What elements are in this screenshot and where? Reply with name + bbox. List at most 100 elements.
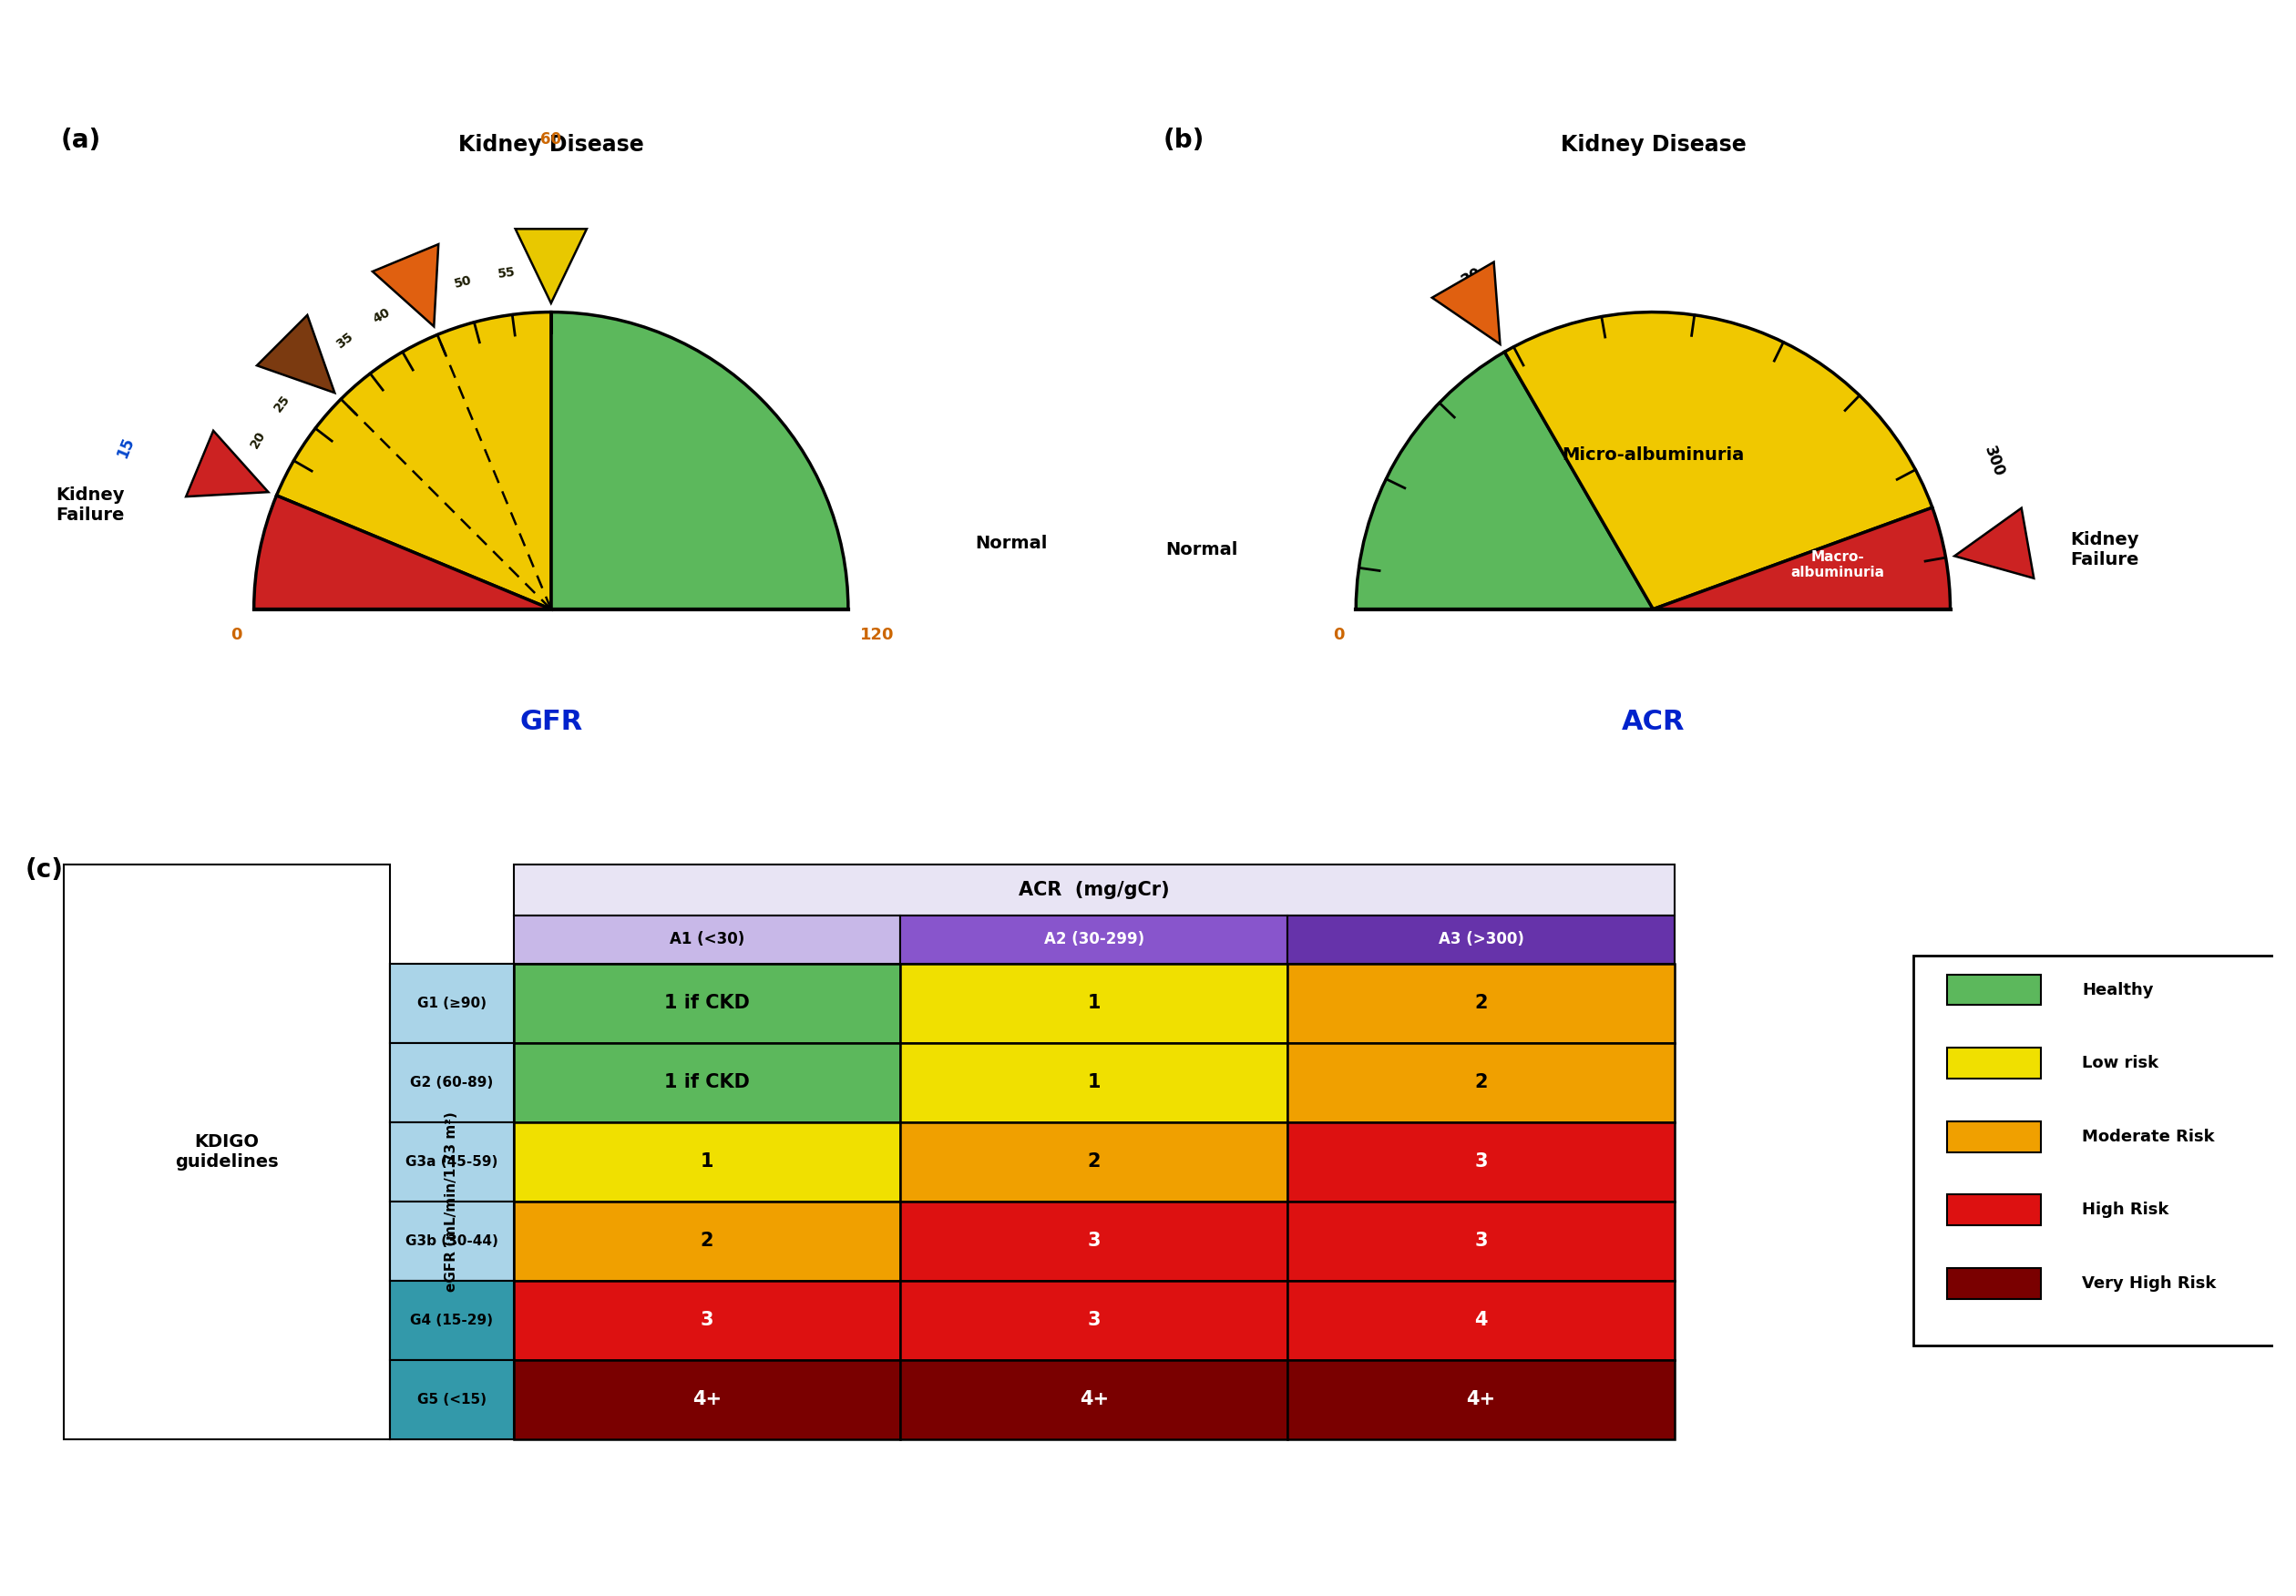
Text: (b): (b)	[1162, 128, 1203, 153]
Text: 55: 55	[498, 267, 517, 281]
Text: eGFR (mL/min/1.73 m²): eGFR (mL/min/1.73 m²)	[445, 1111, 459, 1291]
Text: 1 if CKD: 1 if CKD	[664, 994, 751, 1012]
Text: High Risk: High Risk	[2082, 1202, 2170, 1218]
Text: ACR: ACR	[1621, 709, 1685, 736]
Text: Kidney
Failure: Kidney Failure	[2071, 531, 2140, 568]
Bar	[900, 1122, 1288, 1202]
Bar	[1288, 1280, 1674, 1360]
Wedge shape	[1653, 508, 1949, 610]
Text: 3: 3	[1474, 1232, 1488, 1250]
Bar	[1947, 1267, 2041, 1299]
Bar	[1947, 1047, 2041, 1079]
Text: Kidney Disease: Kidney Disease	[1561, 134, 1745, 156]
Text: 4+: 4+	[693, 1390, 721, 1409]
Text: Macro-
albuminuria: Macro- albuminuria	[1791, 551, 1885, 579]
Text: (c): (c)	[25, 857, 64, 883]
Bar	[1288, 916, 1674, 964]
Text: G1 (≥90): G1 (≥90)	[418, 996, 487, 1010]
Text: 60: 60	[540, 131, 563, 148]
Bar	[390, 1122, 514, 1202]
Text: 2: 2	[1474, 1073, 1488, 1092]
Bar	[64, 863, 390, 1440]
Polygon shape	[257, 314, 335, 393]
Bar	[514, 1122, 900, 1202]
Text: 15: 15	[115, 436, 138, 461]
Bar	[514, 1360, 900, 1440]
Text: 20: 20	[248, 429, 269, 450]
Bar	[1288, 1122, 1674, 1202]
Text: 0: 0	[1332, 627, 1343, 643]
Bar	[514, 1042, 900, 1122]
Bar	[514, 916, 900, 964]
Bar	[390, 1042, 514, 1122]
Text: Kidney Disease: Kidney Disease	[459, 134, 643, 156]
Text: 3: 3	[700, 1310, 714, 1329]
Bar	[900, 1360, 1288, 1440]
Text: G5 (<15): G5 (<15)	[418, 1393, 487, 1406]
Bar	[1288, 1202, 1674, 1280]
Bar	[390, 1360, 514, 1440]
Text: 15: 15	[230, 469, 248, 490]
Text: 1: 1	[1088, 994, 1100, 1012]
Text: (a): (a)	[60, 128, 101, 153]
Bar	[900, 1280, 1288, 1360]
Bar	[1288, 1042, 1674, 1122]
Text: KDIGO
guidelines: KDIGO guidelines	[174, 1133, 278, 1170]
Polygon shape	[372, 244, 439, 327]
Text: 60: 60	[542, 263, 560, 276]
Text: 2: 2	[700, 1232, 714, 1250]
Text: 1: 1	[1088, 1073, 1100, 1092]
Text: Normal: Normal	[976, 535, 1047, 552]
Bar	[514, 863, 1674, 916]
Text: 4+: 4+	[1079, 1390, 1109, 1409]
Text: 45: 45	[411, 287, 432, 305]
Text: 120: 120	[861, 627, 893, 643]
Text: 0: 0	[230, 627, 241, 643]
Wedge shape	[276, 313, 551, 610]
Bar	[1947, 1120, 2041, 1152]
Text: G2 (60-89): G2 (60-89)	[411, 1076, 494, 1088]
Text: 50: 50	[452, 273, 473, 290]
Text: 3: 3	[1088, 1310, 1100, 1329]
Text: G3b (30-44): G3b (30-44)	[404, 1234, 498, 1248]
Text: 30: 30	[301, 359, 321, 380]
Text: G3a (45-59): G3a (45-59)	[406, 1156, 498, 1168]
Text: Kidney
Failure: Kidney Failure	[55, 487, 124, 523]
Text: 4+: 4+	[1467, 1390, 1495, 1409]
Text: 30: 30	[1458, 265, 1486, 289]
Polygon shape	[514, 228, 588, 303]
Wedge shape	[551, 313, 847, 610]
Text: A3 (>300): A3 (>300)	[1437, 932, 1525, 948]
Text: 3: 3	[1088, 1232, 1100, 1250]
Text: Low risk: Low risk	[2082, 1055, 2158, 1071]
Text: Healthy: Healthy	[2082, 982, 2154, 998]
Bar	[900, 916, 1288, 964]
Text: 2: 2	[1088, 1152, 1100, 1171]
Text: Micro-albuminuria: Micro-albuminuria	[1561, 445, 1745, 463]
Wedge shape	[1357, 351, 1653, 610]
Wedge shape	[255, 495, 551, 610]
Text: 300: 300	[1981, 444, 2007, 479]
Bar	[390, 1280, 514, 1360]
Text: 40: 40	[372, 306, 393, 326]
Text: 1 if CKD: 1 if CKD	[664, 1073, 751, 1092]
Text: G4 (15-29): G4 (15-29)	[411, 1314, 494, 1326]
Bar	[514, 1280, 900, 1360]
Polygon shape	[1433, 262, 1499, 345]
Text: 25: 25	[271, 393, 294, 413]
Text: 1: 1	[700, 1152, 714, 1171]
Text: Moderate Risk: Moderate Risk	[2082, 1128, 2213, 1144]
Bar	[1288, 1360, 1674, 1440]
Polygon shape	[186, 431, 269, 496]
Text: A1 (<30): A1 (<30)	[670, 932, 744, 948]
Text: 2: 2	[1474, 994, 1488, 1012]
Wedge shape	[1504, 313, 1933, 610]
Text: Normal: Normal	[1166, 541, 1238, 559]
Text: ACR  (mg/gCr): ACR (mg/gCr)	[1019, 881, 1169, 899]
Bar	[900, 1042, 1288, 1122]
Bar	[900, 1202, 1288, 1280]
Text: 4: 4	[1474, 1310, 1488, 1329]
Text: A2 (30-299): A2 (30-299)	[1045, 932, 1143, 948]
Text: 3: 3	[1474, 1152, 1488, 1171]
Bar	[514, 1202, 900, 1280]
